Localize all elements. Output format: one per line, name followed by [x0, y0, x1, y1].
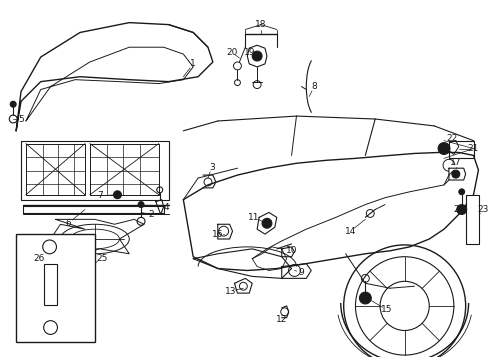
Circle shape: [262, 219, 271, 228]
Bar: [16, 234, 95, 342]
Circle shape: [437, 143, 449, 154]
Circle shape: [458, 189, 464, 195]
Bar: [43, 264, 57, 305]
Circle shape: [456, 204, 466, 215]
Text: 7: 7: [97, 191, 102, 200]
Text: 8: 8: [311, 82, 316, 91]
Text: 6: 6: [65, 219, 71, 228]
Text: 14: 14: [344, 227, 356, 236]
Circle shape: [252, 51, 262, 61]
Text: 1: 1: [190, 59, 196, 68]
Bar: [465, 195, 478, 244]
Text: 15: 15: [381, 305, 392, 314]
Circle shape: [113, 191, 121, 199]
Text: 9: 9: [298, 268, 304, 277]
Text: 25: 25: [96, 254, 107, 263]
Circle shape: [10, 101, 16, 107]
Text: 26: 26: [33, 254, 44, 263]
Text: 13: 13: [224, 287, 236, 296]
Text: 12: 12: [275, 315, 287, 324]
Circle shape: [359, 292, 370, 304]
Text: 16: 16: [212, 230, 223, 239]
Circle shape: [451, 170, 459, 178]
Text: 17: 17: [449, 158, 461, 167]
Text: 11: 11: [248, 213, 260, 222]
Text: 5: 5: [18, 114, 24, 123]
Text: 20: 20: [225, 48, 237, 57]
Text: 19: 19: [243, 48, 254, 57]
Text: 4: 4: [163, 203, 169, 212]
Text: 21: 21: [467, 144, 478, 153]
Text: 2: 2: [148, 210, 153, 219]
Text: 18: 18: [255, 20, 266, 29]
Text: 10: 10: [285, 246, 297, 255]
Text: 23: 23: [477, 205, 488, 214]
Text: 3: 3: [208, 163, 214, 172]
Circle shape: [138, 202, 144, 208]
Text: 22: 22: [446, 134, 457, 143]
Text: 24: 24: [452, 205, 464, 214]
